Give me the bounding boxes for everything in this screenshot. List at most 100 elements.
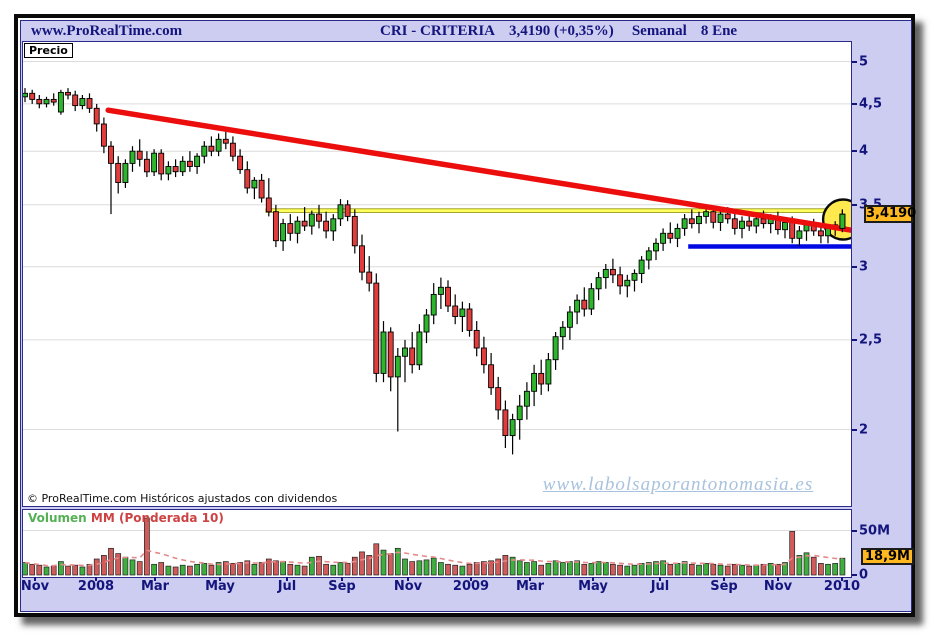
candle-body: [566, 311, 573, 328]
candle-body: [696, 215, 702, 225]
volume-bar: [101, 555, 107, 576]
volume-bar: [667, 563, 674, 576]
volume-bar: [265, 558, 272, 576]
candle-body: [509, 419, 516, 437]
candle-body: [724, 213, 731, 220]
time-tick-mark: [95, 577, 97, 581]
volume-ma-label: MM (Ponderada 10): [90, 511, 224, 525]
price-tick-label: 3: [859, 259, 869, 275]
volume-bar: [251, 563, 258, 576]
volume-bar: [645, 562, 652, 576]
candle-body: [194, 155, 201, 167]
candle-body: [502, 409, 509, 437]
price-chart-panel[interactable]: Precio www.labolsaporantonomasia.es © Pr…: [22, 41, 852, 507]
volume-bar: [803, 552, 810, 576]
volume-bar: [674, 563, 681, 576]
price-tick-mark: [852, 428, 857, 431]
volume-bar: [567, 561, 573, 576]
candle-body: [452, 305, 459, 317]
volume-bar: [631, 564, 638, 576]
volume-bar: [818, 563, 824, 576]
time-tick-mark: [407, 577, 409, 581]
candle-body: [839, 213, 846, 229]
volume-bar: [323, 563, 329, 576]
candle-body: [559, 326, 566, 338]
volume-bar: [731, 563, 738, 576]
volume-bar: [753, 564, 760, 576]
candle-body: [825, 227, 831, 237]
time-tick-label: Nov: [763, 579, 793, 594]
volume-bar: [524, 562, 530, 576]
candle-body: [265, 197, 272, 213]
volume-bar: [316, 555, 322, 576]
volume-bar: [394, 547, 401, 576]
candle-body: [244, 169, 251, 189]
volume-bar: [531, 561, 537, 576]
volume-bar: [308, 556, 315, 576]
volume-bar: [552, 560, 559, 576]
volume-bar: [43, 566, 50, 576]
candle-body: [86, 98, 93, 109]
candle-body: [323, 220, 330, 232]
volume-ma-line: [24, 549, 843, 567]
volume-bar: [337, 562, 344, 576]
price-tick-mark: [852, 265, 857, 268]
watermark: www.labolsaporantonomasia.es: [542, 474, 814, 495]
time-tick-label: Mar: [515, 579, 545, 594]
price-tick-label: 2: [859, 422, 869, 438]
candle-body: [645, 250, 652, 261]
volume-bar: [452, 564, 459, 576]
volume-bar: [244, 560, 251, 576]
candle-body: [72, 94, 79, 107]
volume-bar: [237, 562, 243, 576]
volume-bar: [825, 563, 831, 576]
volume-bar: [438, 562, 444, 576]
volume-bar: [36, 564, 43, 576]
volume-bar: [602, 562, 609, 576]
volume-bar: [366, 555, 373, 576]
candle-body: [93, 107, 100, 125]
candle-body: [79, 98, 86, 107]
candle-body: [122, 162, 129, 183]
price-tick-mark: [852, 203, 857, 206]
candle-body: [523, 390, 530, 407]
prorealtime-link[interactable]: www.ProRealTime.com: [31, 23, 183, 39]
candle-body: [817, 230, 824, 237]
volume-bar: [832, 563, 839, 576]
descending-trendline: [105, 107, 851, 233]
price-tick-label: 4: [859, 143, 869, 159]
candle-body: [23, 92, 28, 98]
time-tick-label: 2009: [452, 579, 490, 594]
time-tick-mark: [659, 577, 661, 581]
candle-body: [337, 204, 344, 220]
volume-bar: [294, 564, 301, 576]
candle-body: [602, 268, 609, 279]
volume-bar: [445, 563, 451, 576]
time-tick-label: Mar: [140, 579, 170, 594]
volume-bar: [581, 563, 588, 576]
candle-body: [760, 218, 767, 225]
time-tick-label: May: [205, 579, 235, 594]
candle-body: [36, 98, 43, 105]
volume-bars-chart[interactable]: [23, 510, 851, 577]
candle-body: [753, 218, 760, 227]
volume-bar: [796, 555, 803, 576]
price-candlestick-chart[interactable]: [23, 42, 851, 506]
candle-body: [545, 359, 552, 385]
candle-body: [531, 372, 538, 392]
candle-body: [151, 152, 158, 173]
candle-body: [287, 223, 294, 234]
volume-bar: [509, 556, 516, 576]
candle-body: [366, 271, 373, 284]
volume-panel[interactable]: Volumen MM (Ponderada 10): [22, 509, 852, 578]
copyright-note: © ProRealTime.com Históricos ajustados c…: [27, 492, 338, 505]
time-tick-mark: [723, 577, 725, 581]
candle-body: [595, 277, 602, 290]
volume-bar: [538, 564, 545, 576]
candle-body: [351, 215, 358, 247]
volume-bar: [187, 565, 193, 576]
volume-bar: [50, 565, 57, 576]
candle-body: [459, 308, 466, 317]
symbol-name: CRI - CRITERIA: [380, 23, 496, 39]
volume-bar: [409, 561, 416, 576]
